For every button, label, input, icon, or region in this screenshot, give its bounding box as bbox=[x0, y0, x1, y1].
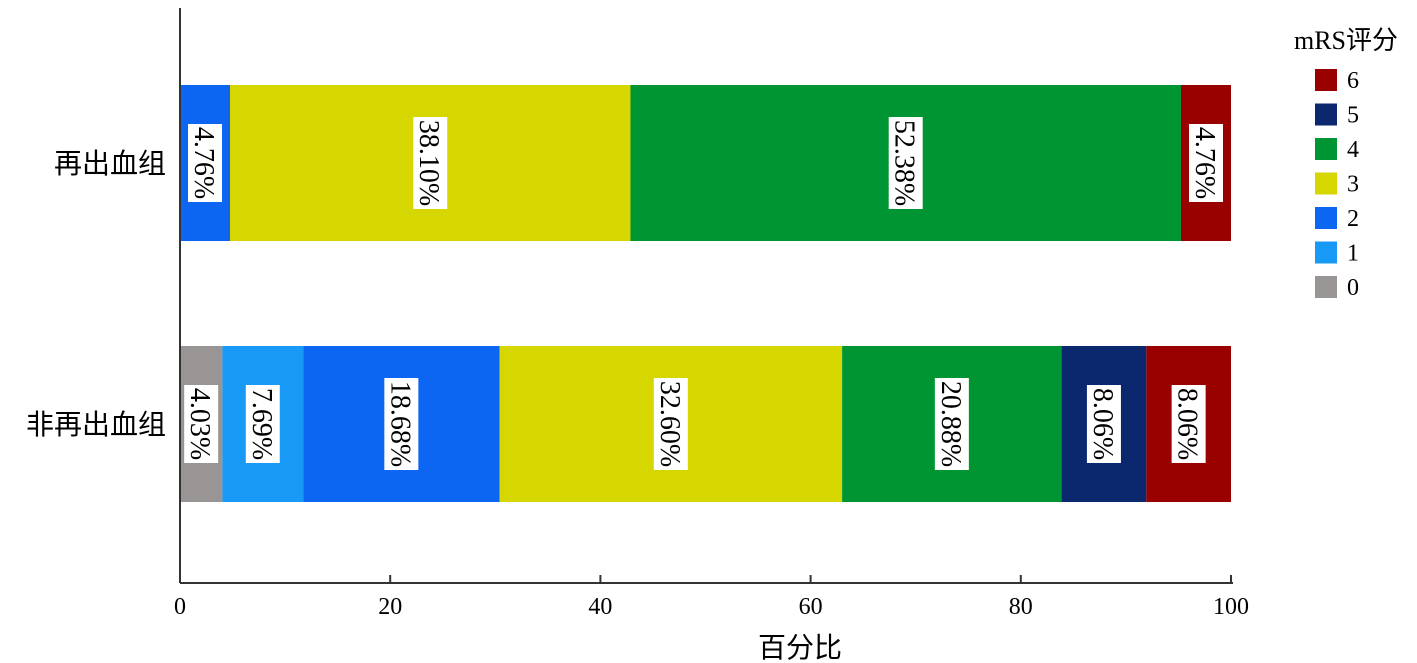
data-label-box bbox=[245, 385, 280, 463]
category-label-rebleed: 再出血组 bbox=[54, 147, 166, 180]
data-label-non-rebleed-mrs-2: 18.68% bbox=[384, 378, 419, 470]
data-label-text: 7.69% bbox=[246, 388, 277, 460]
data-label-non-rebleed-mrs-4: 20.88% bbox=[934, 378, 969, 470]
data-labels-layer: 4.76% 38.10% 52.38% 4.76% 4.03% 7.69% 18.68% 32… bbox=[184, 117, 1223, 470]
data-label-text: 4.03% bbox=[184, 388, 215, 460]
data-label-non-rebleed-mrs-1: 7.69% bbox=[245, 385, 280, 463]
legend-swatch-mrs-5 bbox=[1315, 103, 1337, 126]
data-label-box bbox=[653, 378, 688, 470]
legend-label-mrs-2: 2 bbox=[1347, 206, 1359, 232]
data-label-box bbox=[188, 124, 223, 202]
data-label-text: 8.06% bbox=[1172, 388, 1203, 460]
data-label-non-rebleed-mrs-5: 8.06% bbox=[1086, 385, 1121, 463]
data-label-text: 32.60% bbox=[654, 381, 685, 467]
data-label-box bbox=[1188, 124, 1223, 202]
data-label-text: 38.10% bbox=[413, 120, 444, 206]
legend-swatch-mrs-1 bbox=[1315, 241, 1337, 264]
data-label-rebleed-mrs-4: 52.38% bbox=[888, 117, 923, 209]
data-label-text: 8.06% bbox=[1087, 388, 1118, 460]
data-label-text: 20.88% bbox=[935, 381, 966, 467]
data-label-text: 18.68% bbox=[384, 381, 415, 467]
x-tick-label: 40 bbox=[588, 594, 612, 620]
data-label-non-rebleed-mrs-0: 4.03% bbox=[184, 385, 219, 463]
data-label-rebleed-mrs-3: 38.10% bbox=[413, 117, 448, 209]
legend-label-mrs-3: 3 bbox=[1347, 172, 1359, 198]
data-label-box bbox=[934, 378, 969, 470]
x-axis-title: 百分比 bbox=[758, 631, 842, 663]
legend-label-mrs-5: 5 bbox=[1347, 103, 1359, 129]
x-tick-label: 100 bbox=[1213, 594, 1249, 620]
legend-label-mrs-4: 4 bbox=[1347, 137, 1359, 163]
data-label-box bbox=[1086, 385, 1121, 463]
data-label-text: 4.76% bbox=[1189, 127, 1220, 199]
x-tick-label: 60 bbox=[799, 594, 823, 620]
data-label-box bbox=[184, 385, 219, 463]
x-tick-label: 80 bbox=[1009, 594, 1033, 620]
legend-label-mrs-6: 6 bbox=[1347, 68, 1359, 94]
x-ticks-layer: 0 20 40 60 80 100 bbox=[174, 575, 1249, 620]
legend-swatch-mrs-3 bbox=[1315, 172, 1337, 195]
data-label-rebleed-mrs-6: 4.76% bbox=[1188, 124, 1223, 202]
category-label-non-rebleed: 非再出血组 bbox=[26, 408, 166, 441]
data-label-box bbox=[1171, 385, 1206, 463]
data-label-text: 52.38% bbox=[889, 120, 920, 206]
legend-label-mrs-0: 0 bbox=[1347, 275, 1359, 301]
legend-swatch-mrs-2 bbox=[1315, 207, 1337, 229]
legend-label-mrs-1: 1 bbox=[1347, 241, 1359, 267]
x-tick-label: 0 bbox=[174, 594, 186, 620]
legend-swatch-mrs-4 bbox=[1315, 138, 1337, 160]
data-label-box bbox=[888, 117, 923, 209]
bars-layer bbox=[180, 85, 1231, 502]
legend-swatch-mrs-0 bbox=[1315, 276, 1337, 298]
data-label-box bbox=[384, 378, 419, 470]
legend-title: mRS评分 bbox=[1294, 26, 1398, 55]
legend: mRS评分 6 5 4 3 2 1 0 bbox=[1294, 26, 1398, 301]
legend-swatch-mrs-6 bbox=[1315, 69, 1337, 91]
axes-layer: 百分比 bbox=[179, 8, 1233, 663]
data-label-box bbox=[413, 117, 448, 209]
data-label-text: 4.76% bbox=[188, 127, 219, 199]
data-label-rebleed-mrs-2: 4.76% bbox=[188, 124, 223, 202]
x-tick-label: 20 bbox=[378, 594, 402, 620]
data-label-non-rebleed-mrs-3: 32.60% bbox=[653, 378, 688, 470]
data-label-non-rebleed-mrs-6: 8.06% bbox=[1171, 385, 1206, 463]
